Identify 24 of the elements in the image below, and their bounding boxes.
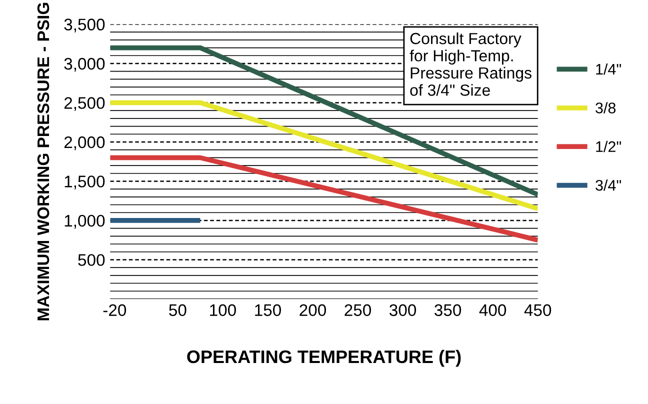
x-tick-label: 400: [479, 304, 506, 316]
y-tick-label: 1,000: [64, 214, 105, 229]
x-tick-label: 150: [255, 304, 281, 316]
x-tick-label: 100: [210, 304, 236, 316]
legend-label: 1/2": [596, 140, 621, 152]
y-tick-label: 3,500: [64, 18, 105, 32]
legend-label: 3/8: [596, 102, 616, 114]
x-tick-label: 250: [344, 304, 372, 316]
x-axis-title: OPERATING TEMPERATURE (F): [187, 350, 461, 367]
legend-label: 1/4": [596, 63, 621, 75]
legend-label: 3/4": [596, 180, 621, 191]
y-tick-label: 3,000: [64, 58, 105, 72]
y-axis-title: MAXIMUM WORKING PRESSURE - PSIG: [37, 2, 50, 320]
y-tick-label: 1,500: [64, 176, 105, 190]
annotation: Consult Factory for High-Temp. Pressure Ratings of 3/4" Size: [410, 32, 532, 96]
x-tick-label: -20: [103, 304, 126, 316]
y-tick-label: 500: [78, 254, 105, 266]
x-tick-label: 50: [169, 304, 186, 316]
x-tick-label: 450: [524, 304, 552, 316]
y-tick-label: 2,000: [64, 136, 105, 150]
x-tick-label: 300: [390, 304, 416, 316]
x-tick-label: 350: [434, 304, 462, 316]
y-tick-label: 2,500: [64, 97, 105, 111]
x-tick-label: 200: [300, 304, 326, 316]
